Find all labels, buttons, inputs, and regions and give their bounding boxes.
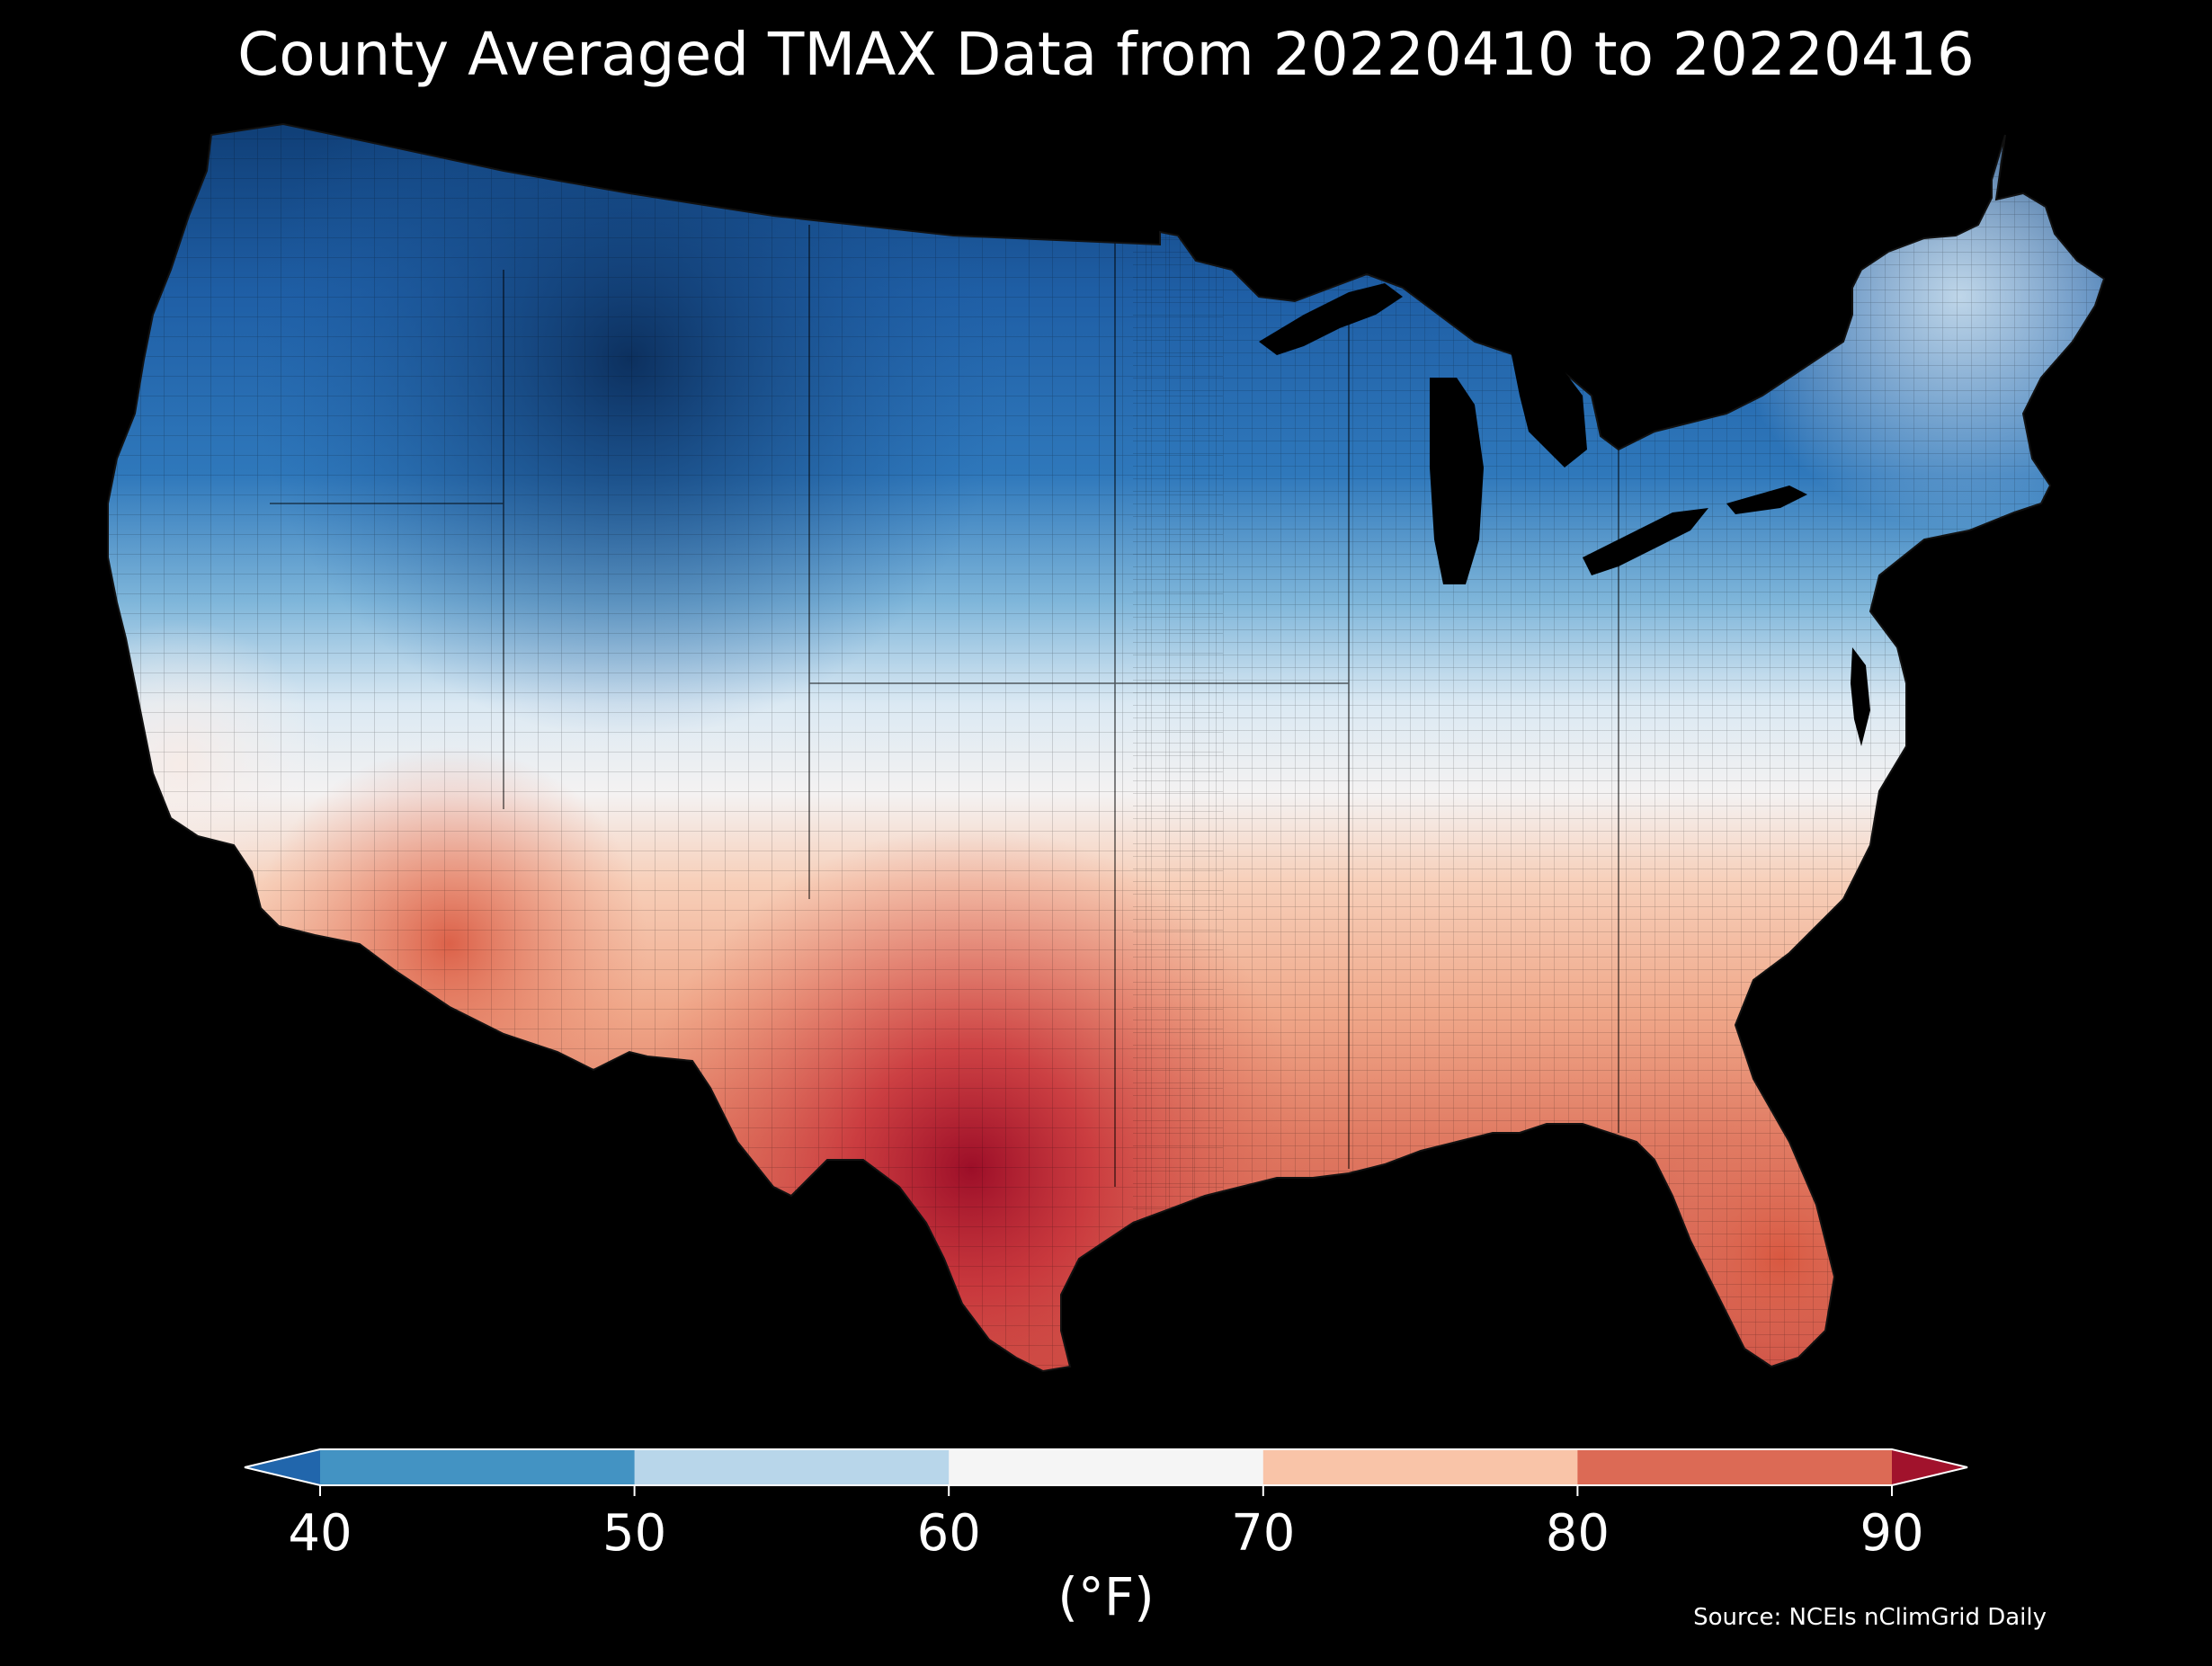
- us-outline: [107, 122, 2106, 1373]
- lake-huron: [1511, 351, 1587, 468]
- colorbar-bin: [1262, 1449, 1578, 1485]
- colorbar-tick-label: 60: [917, 1504, 981, 1563]
- great-lakes: [1259, 283, 1870, 746]
- lake-superior: [1259, 283, 1403, 355]
- source-note: Source: NCEIs nClimGrid Daily: [1693, 1604, 2047, 1631]
- lake-michigan: [1430, 378, 1484, 584]
- colorbar-extension-high: [1892, 1449, 1967, 1485]
- colorbar-bin: [949, 1449, 1264, 1485]
- lake-erie: [1583, 508, 1708, 575]
- colorbar-tick-label: 50: [602, 1504, 666, 1563]
- colorbar-tick-label: 90: [1860, 1504, 1923, 1563]
- colorbar-tick-label: 70: [1231, 1504, 1295, 1563]
- lake-ontario: [1726, 486, 1807, 514]
- colorbar-extension-low: [245, 1449, 320, 1485]
- colorbar-bin: [320, 1449, 636, 1485]
- colorbar-tick-label: 80: [1546, 1504, 1610, 1563]
- colorbar-unit-label: (°F): [1057, 1566, 1155, 1627]
- state-borders: [270, 225, 1619, 1187]
- colorbar-tick-label: 40: [288, 1504, 352, 1563]
- colorbar-bin: [634, 1449, 950, 1485]
- colorbar-bin: [1577, 1449, 1893, 1485]
- map-title: County Averaged TMAX Data from 20220410 …: [237, 20, 1975, 89]
- chesapeake-bay: [1851, 647, 1870, 746]
